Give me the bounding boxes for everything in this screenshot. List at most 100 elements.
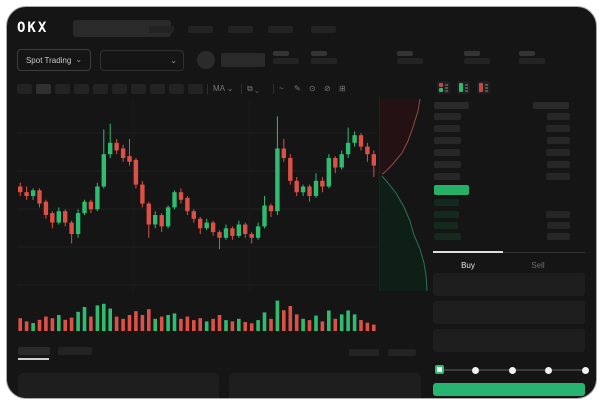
stat-label-placeholder — [464, 51, 480, 56]
chevron-down-icon: ⌄ — [75, 55, 83, 64]
slider-stop[interactable] — [581, 366, 589, 374]
orderbook-amount-column-header — [533, 102, 569, 109]
nav-item-placeholder[interactable] — [188, 26, 213, 33]
positions-table-panel — [229, 373, 421, 398]
bids-book-icon[interactable] — [457, 81, 470, 94]
asks-book-icon[interactable] — [477, 81, 490, 94]
toolbar-divider — [207, 84, 208, 94]
orderbook-price-column-header — [434, 102, 469, 109]
amount-input[interactable] — [433, 301, 585, 324]
ask-amount-placeholder — [546, 173, 570, 180]
bid-price-placeholder — [434, 199, 459, 206]
pair-name-placeholder — [221, 53, 265, 67]
bid-price-placeholder — [434, 211, 459, 218]
chevron-down-icon: ⌄ — [170, 55, 177, 65]
combined-book-icon[interactable] — [437, 81, 450, 94]
bottom-active-tab-underline — [18, 358, 49, 360]
snapshot-icon[interactable]: ⊙ — [309, 84, 316, 93]
bottom-action-placeholder[interactable] — [388, 349, 416, 356]
stat-value-placeholder — [273, 58, 299, 64]
app-window: OKX Spot Trading ⌄ ⌄ MA ⌄ ⧉ ⌄ ~ ✎ ⊙ ⊘ ⊞ — [6, 6, 597, 399]
bid-price-placeholder — [434, 222, 458, 229]
bid-price-placeholder — [434, 233, 461, 240]
ask-price-placeholder — [434, 149, 460, 156]
bottom-tab-orders[interactable] — [18, 347, 50, 355]
stat-value-placeholder — [519, 58, 545, 64]
timeframe-button[interactable] — [93, 84, 108, 94]
indicator-dropdown[interactable]: MA ⌄ — [213, 85, 234, 93]
fullscreen-icon[interactable]: ⊞ — [339, 84, 346, 93]
stat-label-placeholder — [397, 51, 413, 56]
timeframe-button[interactable] — [131, 84, 146, 94]
stat-value-placeholder — [464, 58, 490, 64]
timeframe-button[interactable] — [112, 84, 127, 94]
bottom-action-placeholder[interactable] — [349, 349, 379, 356]
bid-amount-placeholder — [547, 222, 570, 229]
nav-item-placeholder[interactable] — [268, 26, 293, 33]
ask-amount-placeholder — [547, 137, 570, 144]
ask-amount-placeholder — [547, 161, 570, 168]
draw-tool-icon[interactable]: ✎ — [294, 84, 301, 93]
tab-sell[interactable]: Sell — [531, 261, 545, 270]
price-input[interactable] — [433, 273, 585, 296]
toolbar-divider — [241, 84, 242, 94]
ask-amount-placeholder — [546, 149, 570, 156]
bid-amount-placeholder — [546, 211, 570, 218]
chevron-down-icon: ⌄ — [226, 84, 234, 93]
trade-tabs-divider — [433, 252, 585, 253]
depth-svg — [380, 98, 428, 292]
timeframe-button[interactable] — [188, 84, 203, 94]
okx-logo: OKX — [17, 20, 49, 36]
pair-dropdown[interactable]: ⌄ — [100, 50, 184, 71]
ask-price-placeholder — [434, 125, 460, 132]
volume-pane — [17, 297, 377, 331]
slider-stop[interactable] — [545, 366, 552, 374]
timeframe-button[interactable] — [150, 84, 165, 94]
chart-type-dropdown[interactable]: ⧉ ⌄ — [247, 85, 259, 93]
bottom-tab-history[interactable] — [58, 347, 92, 355]
timeframe-button[interactable] — [74, 84, 89, 94]
market-type-selector[interactable]: Spot Trading ⌄ — [17, 49, 91, 71]
stat-value-placeholder — [311, 58, 337, 64]
chart-type-icon: ⧉ — [247, 84, 253, 93]
ask-amount-placeholder — [546, 125, 570, 132]
stat-value-placeholder — [397, 58, 423, 64]
total-input[interactable] — [433, 329, 585, 352]
chevron-down-icon: ⌄ — [254, 84, 259, 93]
depth-chart — [379, 97, 432, 292]
nav-item-placeholder[interactable] — [311, 26, 336, 33]
candlestick-chart[interactable] — [17, 101, 377, 291]
pair-coin-avatar — [197, 51, 215, 69]
nav-item-placeholder[interactable] — [228, 26, 253, 33]
ask-amount-placeholder — [547, 113, 570, 120]
last-price-highlight — [434, 185, 469, 195]
stat-label-placeholder — [519, 51, 535, 56]
stat-label-placeholder — [273, 51, 289, 56]
ask-price-placeholder — [434, 161, 461, 168]
market-type-label: Spot Trading — [25, 55, 72, 65]
line-tool-icon[interactable]: ~ — [279, 84, 284, 93]
volume-svg — [18, 300, 376, 331]
timeframe-button[interactable] — [55, 84, 70, 94]
stat-label-placeholder — [311, 51, 327, 56]
ask-price-placeholder — [434, 113, 461, 120]
orders-table-panel — [18, 373, 219, 398]
ask-price-placeholder — [434, 173, 460, 180]
ask-price-placeholder — [434, 137, 461, 144]
timeframe-button[interactable] — [169, 84, 184, 94]
timeframe-button[interactable] — [36, 84, 51, 94]
bid-amount-placeholder — [547, 233, 570, 240]
active-tab-indicator — [433, 251, 503, 253]
tab-buy[interactable]: Buy — [461, 261, 475, 270]
toolbar-divider — [273, 84, 274, 94]
nav-item-placeholder[interactable] — [149, 26, 174, 33]
timeframe-button[interactable] — [17, 84, 32, 94]
buy-submit-button[interactable] — [433, 383, 585, 396]
indicator-label: MA — [213, 84, 225, 93]
slider-stop[interactable] — [508, 366, 516, 374]
search-input[interactable] — [73, 20, 171, 37]
slider-handle[interactable] — [434, 365, 444, 374]
settings-icon[interactable]: ⊘ — [324, 84, 331, 93]
candlestick-svg — [17, 101, 377, 291]
slider-stop[interactable] — [472, 366, 479, 374]
